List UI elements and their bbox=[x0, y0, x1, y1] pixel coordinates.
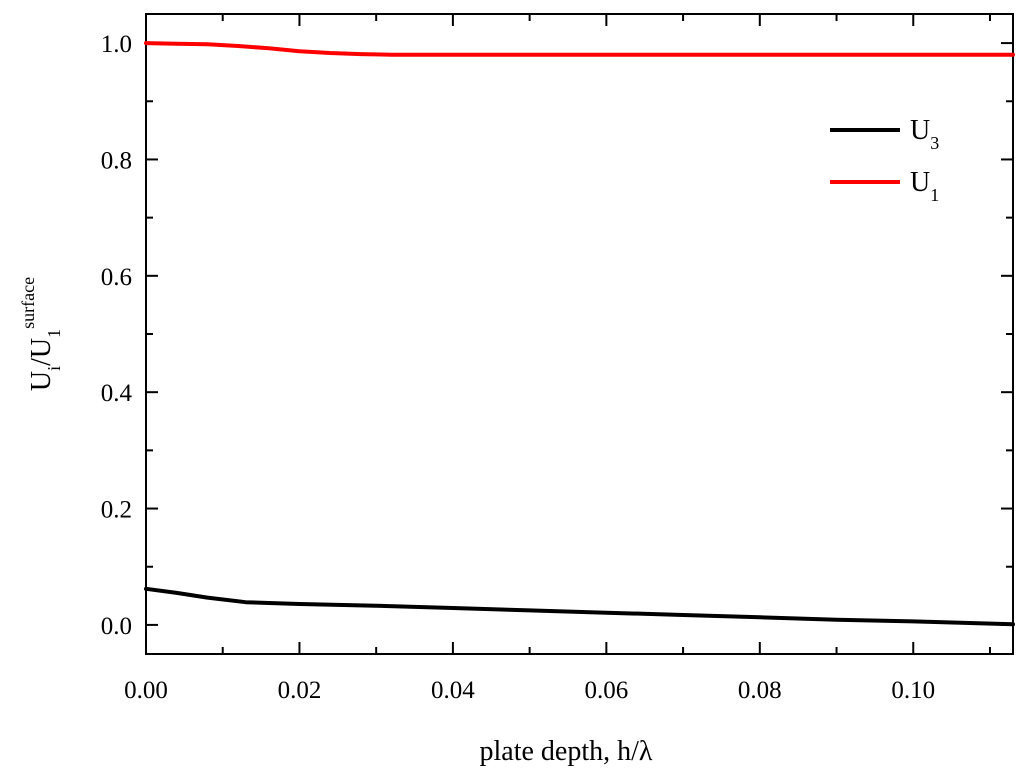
legend-label-u1: U1 bbox=[910, 167, 939, 205]
legend-label-u1-main: U bbox=[910, 167, 930, 198]
y-tick-label: 0.0 bbox=[101, 613, 132, 640]
plot-frame bbox=[145, 13, 1014, 655]
x-tick-label: 0.08 bbox=[738, 677, 782, 704]
series-layer bbox=[144, 41, 1015, 627]
y-tick-label: 0.4 bbox=[101, 380, 133, 407]
y-label-main-2: /U bbox=[26, 338, 57, 366]
legend-label-u3-main: U bbox=[910, 115, 930, 146]
y-axis-ticks: 0.0 0.2 0.4 0.6 0.8 1.0 bbox=[101, 31, 1013, 640]
series-line-u1 bbox=[144, 41, 1015, 57]
y-label-main-1: U bbox=[26, 371, 57, 391]
legend-label-u1-sub: 1 bbox=[930, 185, 939, 205]
x-tick-label: 0.02 bbox=[278, 677, 322, 704]
y-label-sub-2: 1 bbox=[44, 329, 64, 338]
legend: U3 U1 bbox=[830, 115, 939, 205]
legend-label-u3-sub: 3 bbox=[930, 133, 939, 153]
y-tick-label: 0.8 bbox=[101, 147, 132, 174]
x-tick-label: 0.04 bbox=[431, 677, 475, 704]
x-tick-label: 0.10 bbox=[891, 677, 935, 704]
x-axis-ticks: 0.00 0.02 0.04 0.06 0.08 0.10 bbox=[124, 14, 991, 704]
legend-label-u3: U3 bbox=[910, 115, 939, 153]
y-label-sup-2: surface bbox=[18, 277, 38, 329]
y-tick-label: 1.0 bbox=[101, 31, 132, 58]
y-axis-label: Ui/U1 surface bbox=[18, 277, 64, 391]
x-tick-label: 0.00 bbox=[124, 677, 168, 704]
series-line-u3 bbox=[144, 586, 1015, 627]
y-tick-label: 0.6 bbox=[101, 264, 132, 291]
x-tick-label: 0.06 bbox=[584, 677, 628, 704]
y-label-sub-1: i bbox=[44, 366, 64, 371]
x-axis-label: plate depth, h/λ bbox=[480, 736, 653, 767]
y-tick-label: 0.2 bbox=[101, 497, 132, 524]
